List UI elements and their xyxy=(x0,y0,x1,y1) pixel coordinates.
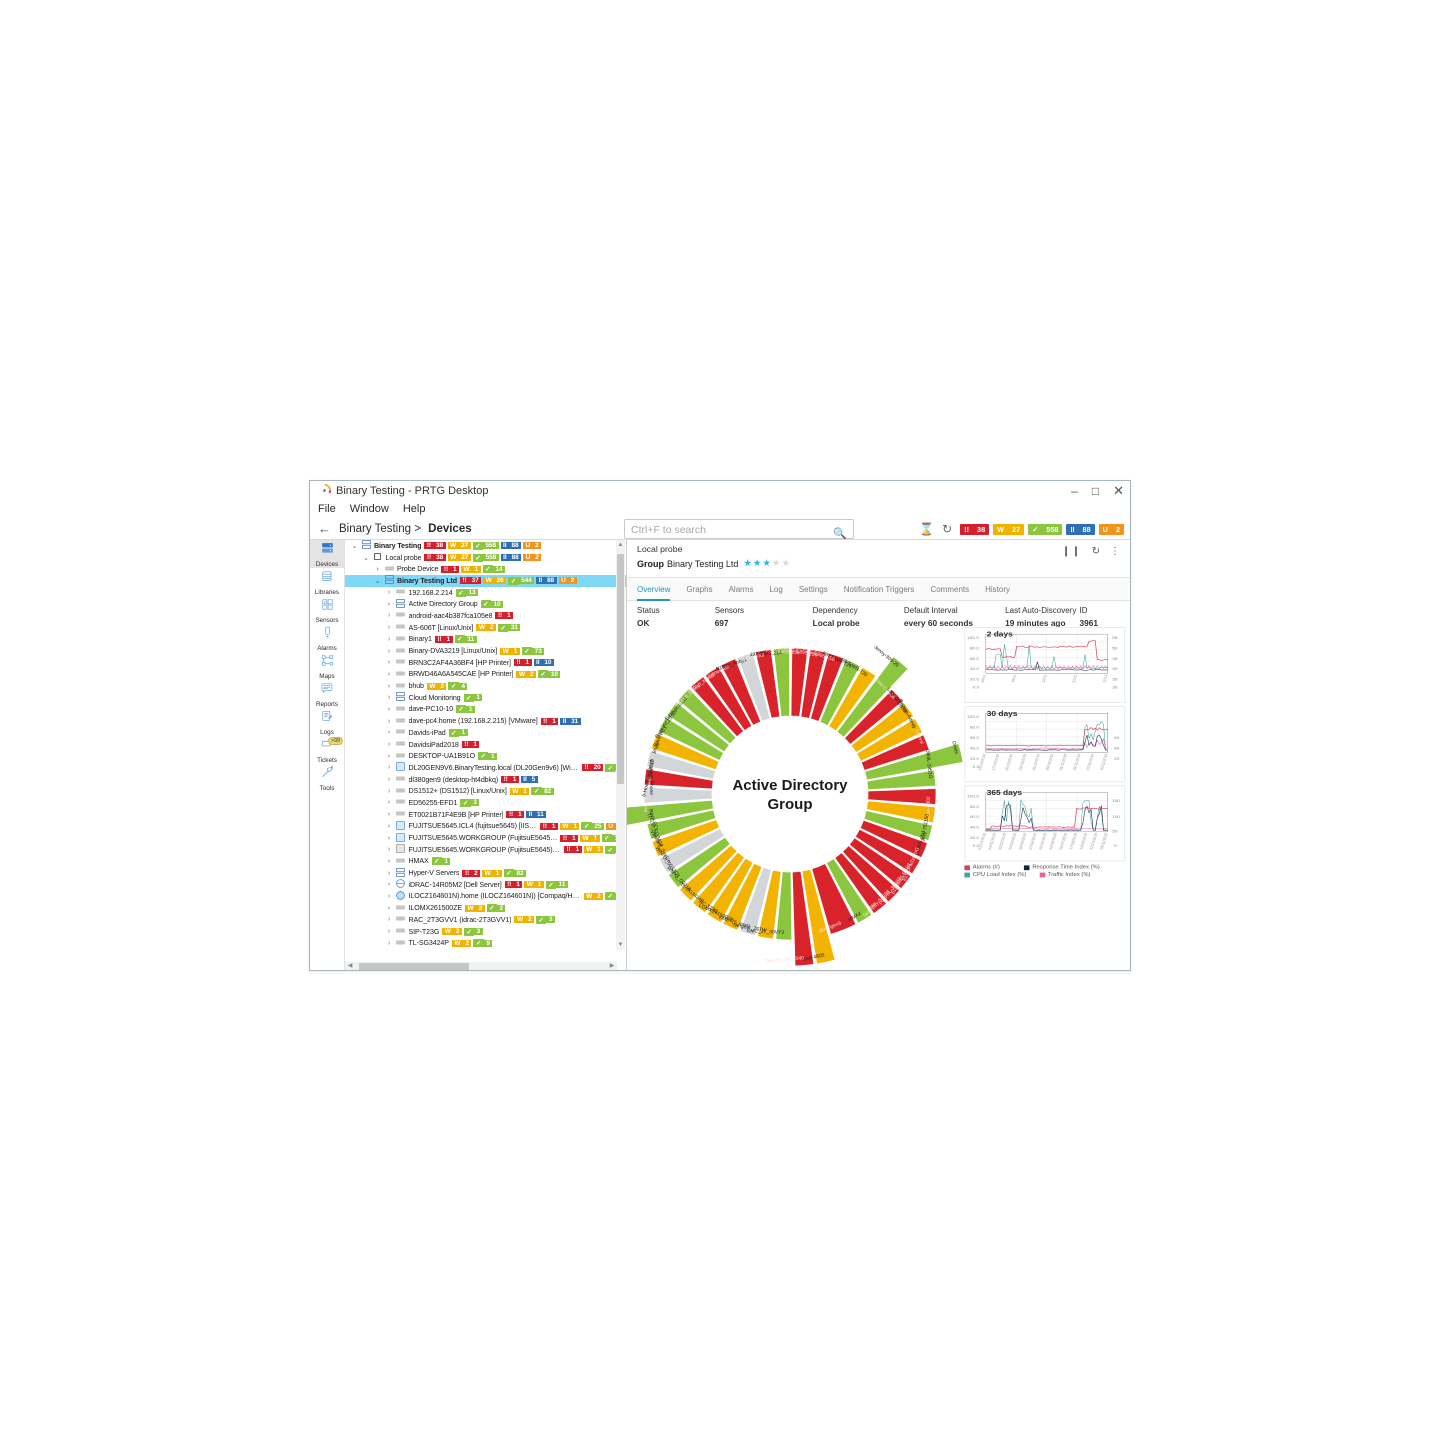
svg-text:Jenny-309-29: Jenny-309-29 xyxy=(872,644,899,668)
svg-text:Active Directory: Active Directory xyxy=(732,777,848,794)
svg-text:Group: Group xyxy=(768,796,813,813)
